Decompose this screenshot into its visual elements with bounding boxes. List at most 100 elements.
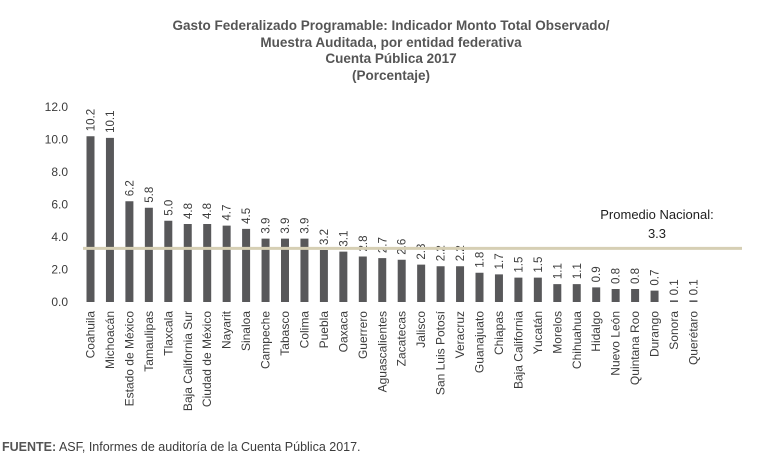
category-label: Estado de México [122,311,136,407]
bar-value-label: 0.8 [630,268,642,284]
bar [572,284,581,302]
bar [689,300,698,302]
category-label: Hidalgo [589,311,603,352]
bar [222,225,231,302]
bar [105,137,114,302]
category-label: Chiapas [492,311,506,355]
bar-value-label: 1.5 [513,257,525,273]
bar-value-label: 1.5 [533,257,545,273]
bar-value-label: 3.9 [261,218,273,234]
bar [475,272,484,302]
bar [514,277,523,302]
source-note: FUENTE: ASF, Informes de auditoría de la… [2,440,361,454]
category-label: Colima [297,311,311,349]
bar-value-label: 3.9 [280,218,292,234]
bar [670,300,678,302]
chart-title-line-4: (Porcentaje) [351,67,431,83]
bar [281,238,289,302]
bar-value-label: 1.8 [475,252,487,268]
bar-value-label: 0.7 [650,270,662,286]
y-tick-label: 0.0 [51,295,68,309]
bar [242,228,251,302]
category-label: Morelos [550,311,564,354]
bar-value-label: 2.7 [377,237,389,253]
bar-value-label: 5.8 [144,187,156,203]
bar-chart: 0.0 2.0 4.0 6.0 8.0 10.0 12.0 10.2 Coahuila 10.1 M… [45,100,742,411]
y-tick-label: 8.0 [51,165,68,179]
bar [456,266,465,302]
bar-value-label: 0.8 [611,268,623,284]
category-label: Guerrero [356,311,370,359]
bar-value-label: 5.0 [163,200,175,216]
bar-value-label: 0.9 [591,266,603,282]
category-label: Michoacán [103,311,117,369]
category-label: San Luis Potosí [434,310,448,395]
category-label: Sonora [667,311,681,350]
bar [261,238,270,302]
category-label: Tlaxcala [161,311,175,356]
average-label-title: Promedio Nacional: [600,207,713,222]
category-label: Puebla [317,311,331,349]
y-tick-label: 10.0 [45,133,69,147]
bar-value-label: 3.2 [319,229,331,245]
category-label: Yucatán [531,311,545,354]
category-label: Durango [648,311,662,357]
category-label: Nayarit [220,310,234,349]
bar-value-label: 10.2 [86,109,98,131]
bar-value-label: 0.1 [688,279,700,295]
category-label: Campeche [259,311,273,369]
category-label: Guanajuato [473,311,487,373]
category-label: Querétaro [686,311,700,365]
bar [553,284,562,302]
bar-value-label: 6.2 [124,180,136,196]
bar [494,274,503,302]
bar-value-label: 4.8 [183,203,195,219]
bar [631,289,640,302]
category-label: Coahuila [84,311,98,359]
category-label: Baja California Sur [181,311,195,411]
bar [319,250,328,302]
category-label: Nuevo León [609,311,623,376]
source-text: ASF, Informes de auditoría de la Cuenta … [56,440,361,454]
category-label: Tamaulipas [142,311,156,372]
bar [300,238,309,302]
bar [144,207,153,302]
chart-title: Gasto Federalizado Programable: Indicado… [0,18,782,84]
bar-value-label: 4.5 [241,208,253,224]
y-tick-label: 12.0 [45,100,69,114]
bar [397,259,406,302]
bar-value-label: 10.1 [105,110,117,132]
category-label: Quintana Roo [628,311,642,385]
y-tick-label: 6.0 [51,198,68,212]
bar [203,224,212,302]
bar [533,277,542,302]
category-label: Chihuahua [570,311,584,369]
bar [183,224,192,302]
bar [339,251,348,302]
bar [650,290,659,302]
bar [378,258,387,302]
bar [125,201,134,302]
y-tick-label: 4.0 [51,230,68,244]
bar [417,264,426,302]
bar-value-label: 1.7 [494,253,506,269]
bar-value-label: 2.3 [416,244,428,260]
bar [164,220,173,302]
category-label: Veracruz [453,311,467,358]
chart-title-line-2: Muestra Auditada, por entidad federativa [260,34,522,50]
bar-value-label: 4.7 [222,205,234,221]
bar-value-label: 3.9 [299,218,311,234]
bar-value-label: 3.1 [338,231,350,247]
bar [86,136,95,302]
chart-title-line-1: Gasto Federalizado Programable: Indicado… [172,18,610,33]
y-tick-label: 2.0 [51,263,68,277]
bar-value-label: 0.1 [669,279,681,295]
category-label: Oaxaca [336,311,350,353]
bar-value-label: 1.1 [552,263,564,279]
category-label: Sinaloa [239,311,253,351]
category-label: Jalisco [414,311,428,348]
average-label-value: 3.3 [648,226,666,241]
category-label: Ciudad de México [200,311,214,407]
bar [611,289,620,302]
category-label: Zacatecas [395,311,409,366]
